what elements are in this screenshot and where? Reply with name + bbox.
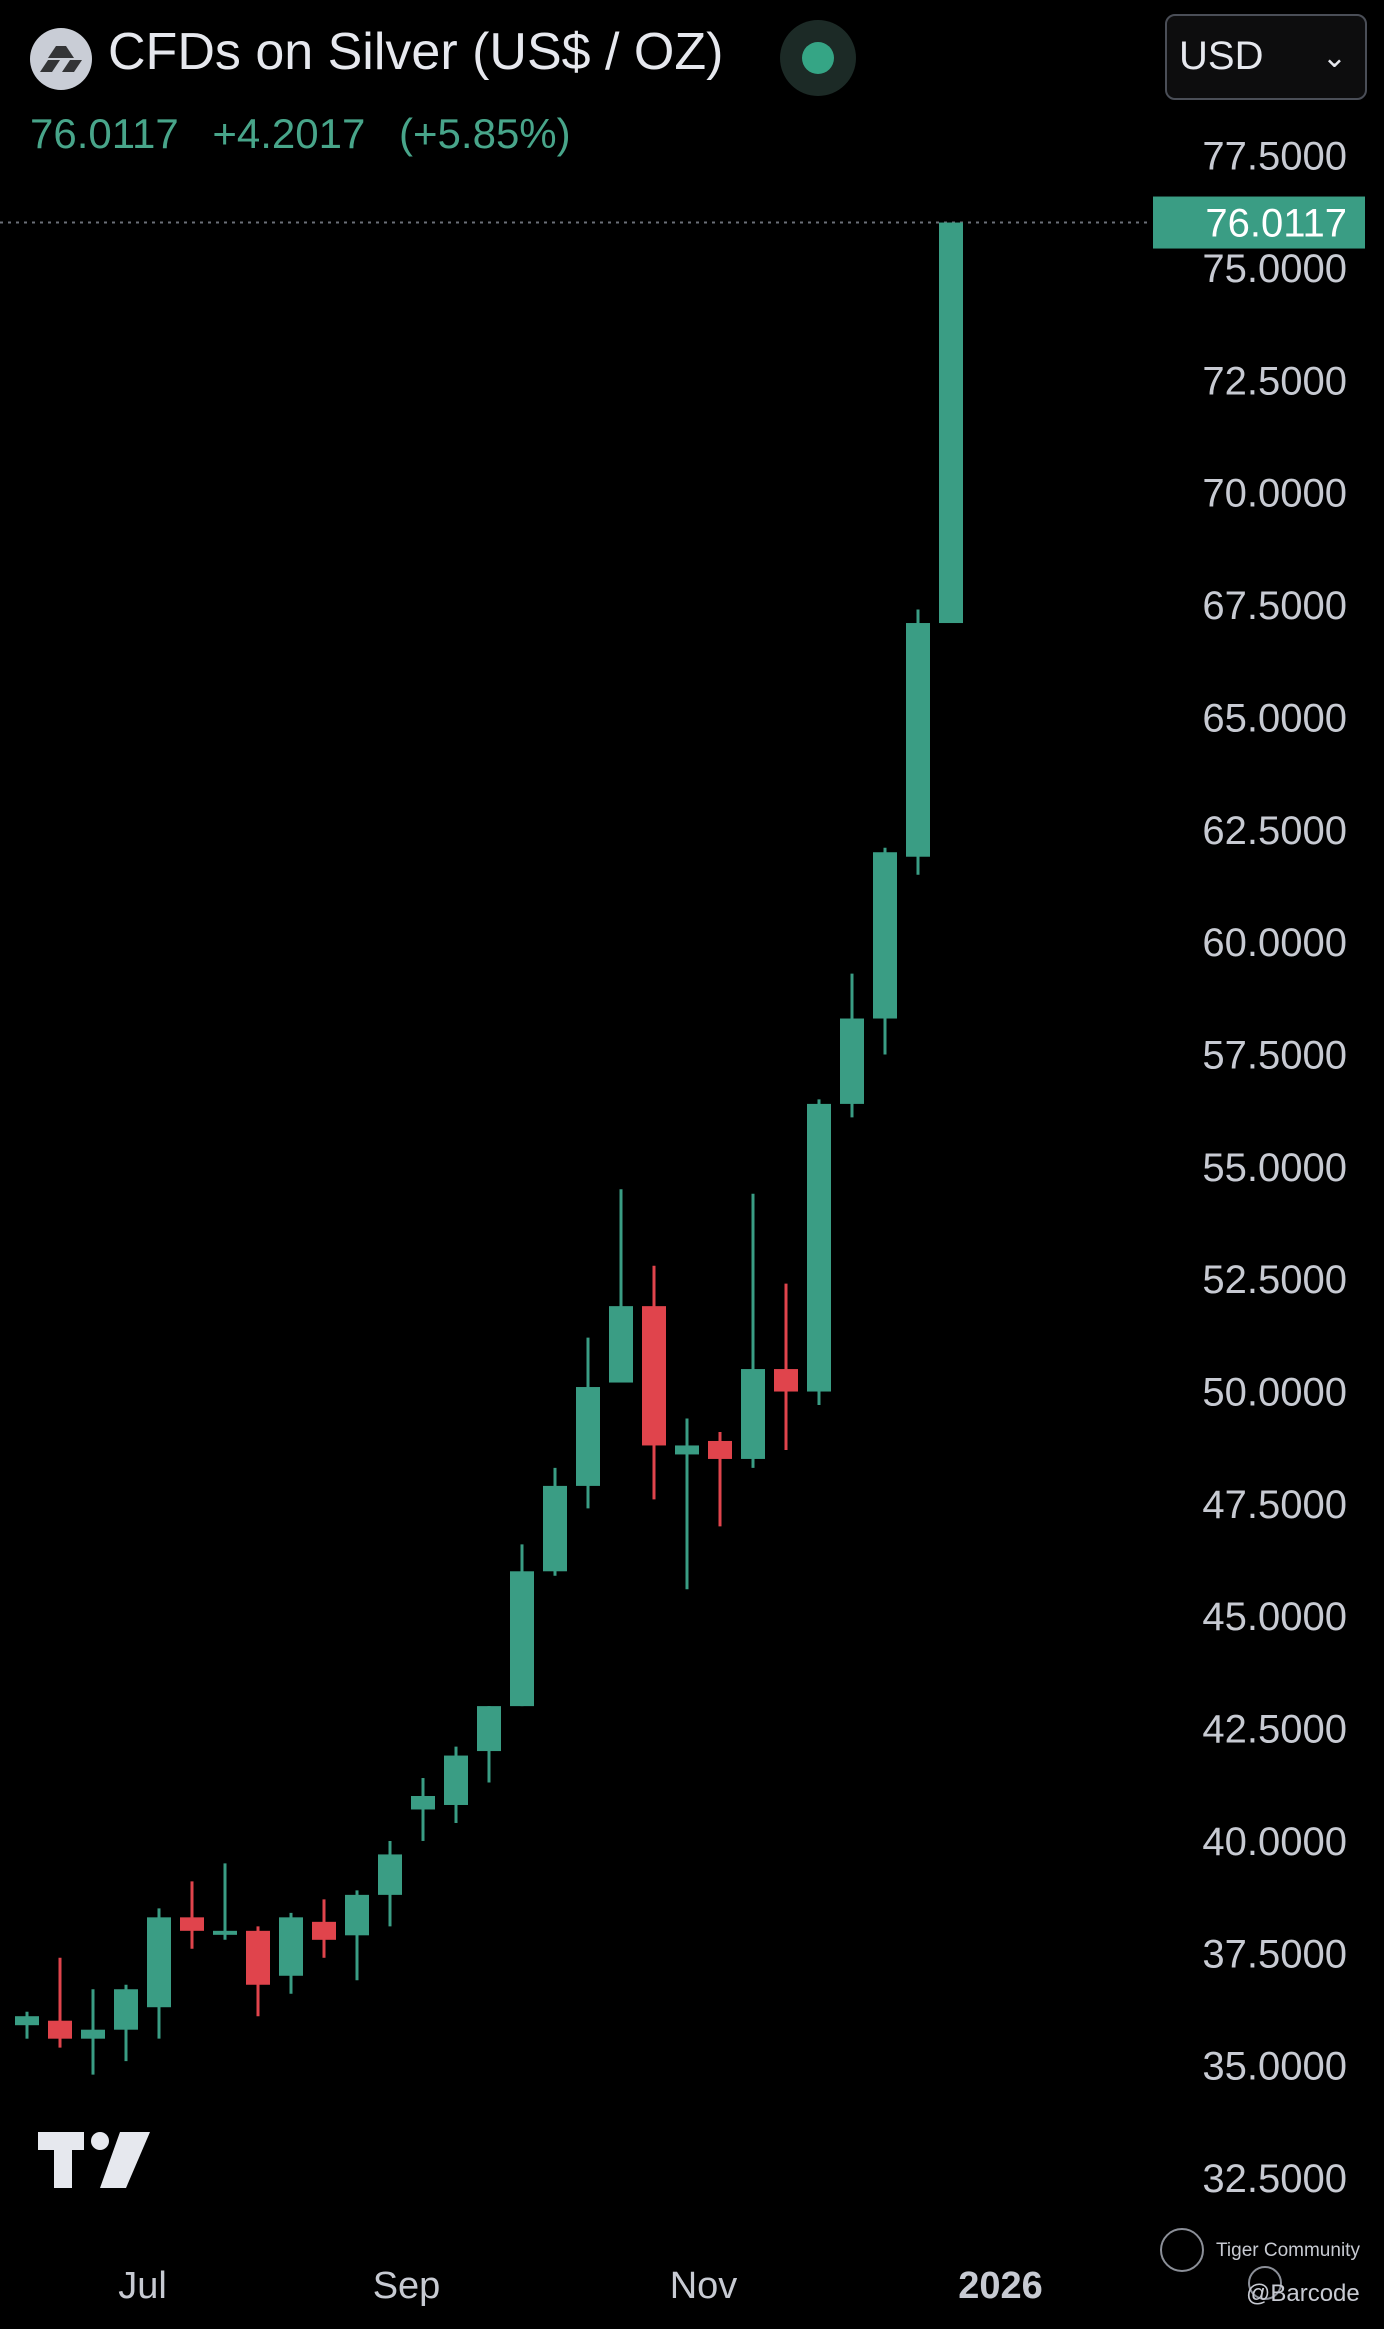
y-tick-label: 45.0000 <box>1202 1595 1347 1639</box>
y-tick-label: 77.5000 <box>1202 135 1347 179</box>
last-price-tag <box>1153 196 1365 249</box>
y-tick-label: 75.0000 <box>1202 247 1347 291</box>
y-tick-label: 60.0000 <box>1202 921 1347 965</box>
candle-body <box>246 1930 270 1985</box>
y-tick-label: 62.5000 <box>1202 809 1347 853</box>
candle-body <box>411 1796 435 1810</box>
y-tick-label: 57.5000 <box>1202 1033 1347 1077</box>
y-tick-label: 65.0000 <box>1202 696 1347 740</box>
candle-body <box>840 1018 864 1104</box>
chart-header: CFDs on Silver (US$ / OZ) 76.0117 +4.201… <box>0 0 1384 170</box>
candle-body <box>642 1306 666 1446</box>
market-open-dot-icon <box>802 42 834 74</box>
candle-body <box>279 1917 303 1976</box>
x-tick-label: 2026 <box>958 2265 1043 2307</box>
candle-body <box>81 2029 105 2039</box>
y-tick-label: 70.0000 <box>1202 472 1347 516</box>
price-change-percent: (+5.85%) <box>399 110 571 157</box>
watermark-handle: @Barcode <box>1246 2280 1360 2307</box>
market-status-indicator <box>780 20 856 96</box>
currency-select-value: USD <box>1179 34 1264 78</box>
candle-body <box>807 1103 831 1392</box>
tiger-community-logo-icon <box>1160 2228 1204 2272</box>
candle-body <box>213 1930 237 1935</box>
candle-body <box>15 2016 39 2026</box>
candle-body <box>477 1706 501 1752</box>
x-tick-label: Sep <box>373 2265 441 2307</box>
chevron-down-icon: ⌄ <box>1321 41 1347 74</box>
candle-body <box>939 222 963 624</box>
candle-body <box>345 1894 369 1936</box>
price-quote: 76.0117 +4.2017 (+5.85%) <box>30 110 593 158</box>
y-tick-label: 35.0000 <box>1202 2045 1347 2089</box>
price-change: +4.2017 <box>212 110 366 157</box>
tradingview-logo-icon <box>38 2132 150 2197</box>
candle-body <box>576 1387 600 1486</box>
candle-body <box>543 1485 567 1572</box>
y-tick-label: 40.0000 <box>1202 1820 1347 1864</box>
y-tick-label: 52.5000 <box>1202 1258 1347 1302</box>
y-tick-label: 32.5000 <box>1202 2157 1347 2201</box>
y-tick-label: 50.0000 <box>1202 1371 1347 1415</box>
last-price: 76.0117 <box>30 110 179 157</box>
candle-body <box>114 1989 138 2030</box>
candle-body <box>708 1440 732 1459</box>
candle-body <box>180 1917 204 1931</box>
candle-body <box>906 623 930 857</box>
y-tick-label: 37.5000 <box>1202 1932 1347 1976</box>
candle-body <box>774 1369 798 1392</box>
symbol-title[interactable]: CFDs on Silver (US$ / OZ) <box>108 23 724 81</box>
silver-asset-icon <box>30 28 92 90</box>
y-tick-label: 72.5000 <box>1202 359 1347 403</box>
y-tick-label: 47.5000 <box>1202 1483 1347 1527</box>
watermark-badge-icon <box>1248 2266 1282 2300</box>
watermark-text: Tiger Community <box>1216 2240 1360 2261</box>
y-tick-label: 67.5000 <box>1202 584 1347 628</box>
x-tick-label: Nov <box>670 2265 738 2307</box>
x-tick-label: Jul <box>118 2265 167 2307</box>
currency-select[interactable]: USD ⌄ <box>1165 14 1367 100</box>
candle-body <box>147 1917 171 2008</box>
candle-body <box>741 1369 765 1459</box>
candle-body <box>873 852 897 1019</box>
candle-body <box>312 1921 336 1940</box>
last-price-tag-label: 76.0117 <box>1205 202 1347 246</box>
candle-body <box>510 1571 534 1707</box>
y-tick-label: 42.5000 <box>1202 1708 1347 1752</box>
candle-body <box>444 1755 468 1805</box>
candle-body <box>675 1445 699 1455</box>
candle-body <box>48 2020 72 2039</box>
y-tick-label: 55.0000 <box>1202 1146 1347 1190</box>
candle-body <box>609 1306 633 1383</box>
candle-body <box>378 1854 402 1895</box>
